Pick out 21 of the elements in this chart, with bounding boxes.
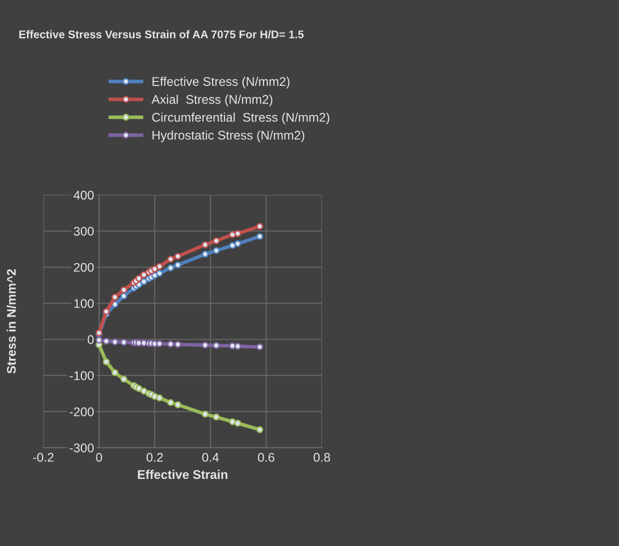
x-tick-label: 0.2 [146, 452, 163, 462]
y-tick-label: 100 [74, 299, 94, 308]
x-tick-label: 0.8 [314, 452, 330, 462]
x-axis-title: Effective Strain [138, 470, 228, 479]
x-tick-label: 0 [96, 452, 102, 462]
y-tick-label: -300 [70, 444, 94, 452]
y-tick-label: 300 [74, 226, 94, 236]
y-tick-label: 400 [74, 190, 94, 200]
x-tick-label: -0.2 [33, 452, 54, 462]
legend-label: Axial Stress (N/mm2) [152, 94, 272, 106]
y-axis-title: Stress in N/mm^2 [6, 269, 16, 374]
legend-label: Hydrostatic Stress (N/mm2) [152, 130, 304, 142]
chart-title: Effective Stress Versus Strain of AA 7075 For H/D= 1.5 [19, 30, 304, 38]
legend-label: Effective Stress (N/mm2) [152, 76, 290, 88]
legend-label: Circumferential Stress (N/mm2) [152, 112, 330, 124]
y-tick-label: -200 [70, 407, 94, 416]
x-tick-label: 0.4 [202, 452, 219, 462]
x-tick-label: 0.6 [258, 452, 274, 462]
y-tick-label: 200 [74, 262, 94, 272]
y-tick-label: 0 [88, 335, 94, 344]
y-tick-label: -100 [70, 371, 94, 380]
